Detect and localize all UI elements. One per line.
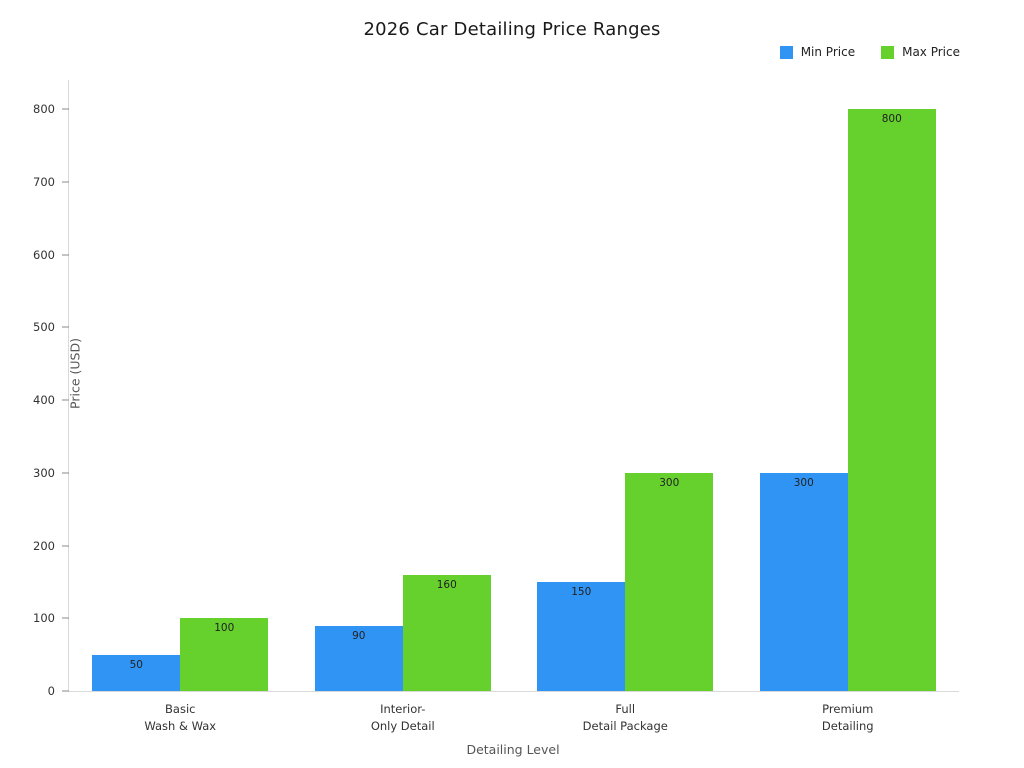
y-tick-mark xyxy=(62,254,69,256)
plot-area: Price (USD) 0 100 200 300 400 500 600 700 800 50 1… xyxy=(33,80,960,733)
bar-max-price: 800 xyxy=(847,109,936,691)
bar-value-label: 300 xyxy=(793,476,814,489)
bar-value-label: 800 xyxy=(881,113,902,126)
legend-label-max-price: Max Price xyxy=(902,45,960,59)
y-tick-label: 800 xyxy=(33,102,55,117)
y-tick-label: 300 xyxy=(33,465,55,480)
legend-label-min-price: Min Price xyxy=(800,45,856,59)
bar-group: 90 160 xyxy=(292,574,515,691)
y-tick-mark xyxy=(62,545,69,547)
bar-min-price: 300 xyxy=(759,472,848,691)
y-tick-label: 400 xyxy=(33,393,55,408)
y-tick-mark xyxy=(62,472,69,474)
bar-value-label: 100 xyxy=(214,622,235,635)
bar-min-price: 150 xyxy=(537,581,626,691)
x-category-label: Basic Wash & Wax xyxy=(144,702,217,733)
bar-group: 300 800 xyxy=(737,109,960,691)
chart-title: 2026 Car Detailing Price Ranges xyxy=(363,19,661,40)
bar-value-label: 160 xyxy=(436,578,457,591)
bar-value-label: 150 xyxy=(571,585,592,598)
y-tick-label: 500 xyxy=(33,320,55,335)
bar-max-price: 300 xyxy=(625,472,714,691)
y-tick-label: 700 xyxy=(33,174,55,189)
x-category-label: Full Detail Package xyxy=(582,702,668,733)
y-tick-mark xyxy=(62,326,69,328)
y-axis-title: Price (USD) xyxy=(67,338,83,409)
min-price-swatch-icon xyxy=(779,45,793,59)
y-tick-mark xyxy=(62,690,69,692)
bar-value-label: 50 xyxy=(129,658,143,671)
bar-group: 150 300 xyxy=(514,472,737,691)
max-price-swatch-icon xyxy=(881,45,895,59)
legend: Min Price Max Price xyxy=(779,45,960,59)
bar-max-price: 100 xyxy=(180,618,269,691)
bar-min-price: 50 xyxy=(92,654,181,691)
x-category-label: Premium Detailing xyxy=(821,702,874,733)
y-tick-mark xyxy=(62,617,69,619)
y-tick-label: 200 xyxy=(33,538,55,553)
y-tick-mark xyxy=(62,181,69,183)
y-tick-label: 100 xyxy=(33,611,55,626)
x-category-label: Interior- Only Detail xyxy=(370,702,435,733)
x-axis-title: Detailing Level xyxy=(466,742,560,757)
legend-item-max-price: Max Price xyxy=(881,45,960,59)
y-tick-mark xyxy=(62,108,69,110)
bar-group: 50 100 xyxy=(69,618,292,691)
y-tick-label: 600 xyxy=(33,247,55,262)
bar-value-label: 300 xyxy=(659,476,680,489)
legend-item-min-price: Min Price xyxy=(779,45,856,59)
y-tick-mark xyxy=(62,399,69,401)
bar-min-price: 90 xyxy=(314,625,403,691)
bar-max-price: 160 xyxy=(402,574,491,691)
bar-value-label: 90 xyxy=(352,629,366,642)
y-tick-label: 0 xyxy=(47,684,55,698)
